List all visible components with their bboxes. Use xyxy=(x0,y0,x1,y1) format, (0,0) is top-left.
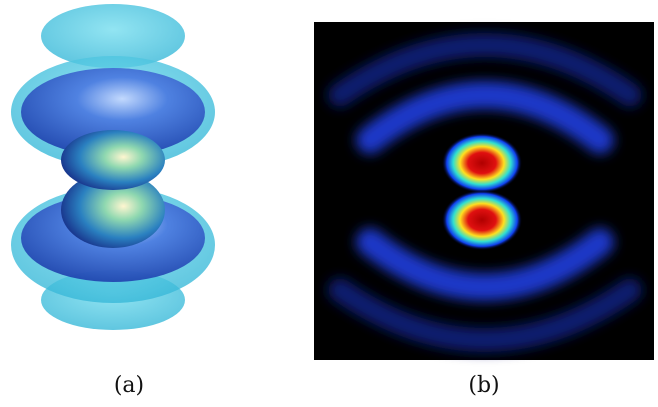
upper-peak xyxy=(442,133,522,193)
panel-b-image xyxy=(314,22,654,360)
panel-label: (b) xyxy=(468,373,499,398)
upper-core xyxy=(61,130,165,190)
panel-label: (a) xyxy=(114,373,144,398)
panel-a-image xyxy=(11,4,215,330)
figure: (a) (b) xyxy=(0,0,658,407)
lower-peak xyxy=(442,190,522,250)
